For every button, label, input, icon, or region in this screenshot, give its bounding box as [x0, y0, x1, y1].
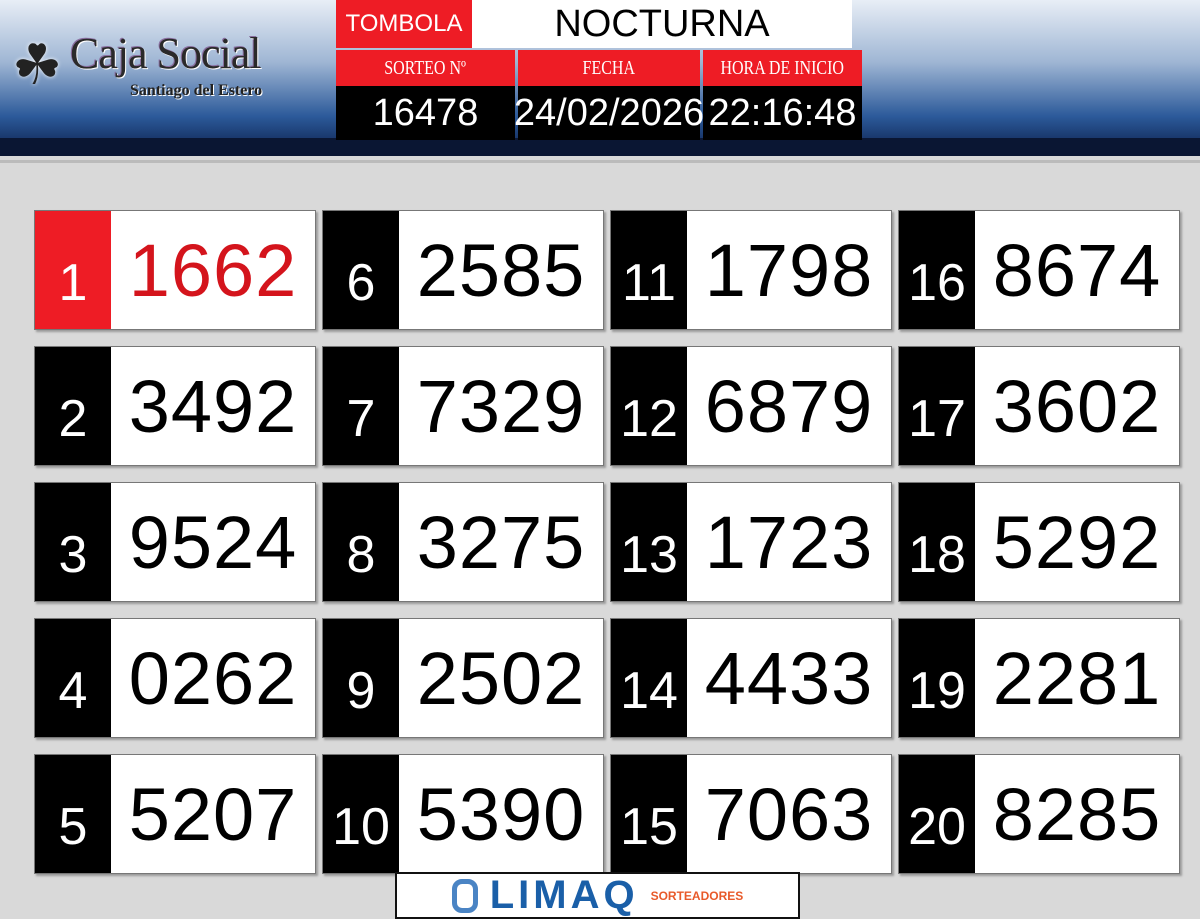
result-number: 1798 [687, 211, 891, 329]
result-cell: 1 1662 [34, 210, 316, 330]
result-cell: 4 0262 [34, 618, 316, 738]
result-cell: 6 2585 [322, 210, 604, 330]
result-position: 5 [35, 755, 111, 873]
result-number: 2502 [399, 619, 603, 737]
result-position: 10 [323, 755, 399, 873]
result-position: 3 [35, 483, 111, 601]
result-cell: 2 3492 [34, 346, 316, 466]
start-time-value: 22:16:48 [703, 86, 862, 140]
result-position: 16 [899, 211, 975, 329]
result-position: 14 [611, 619, 687, 737]
result-position: 20 [899, 755, 975, 873]
result-position: 15 [611, 755, 687, 873]
result-cell: 9 2502 [322, 618, 604, 738]
result-cell: 12 6879 [610, 346, 892, 466]
result-number: 3492 [111, 347, 315, 465]
result-number: 4433 [687, 619, 891, 737]
clover-icon: ☘ [12, 33, 63, 96]
result-cell: 20 8285 [898, 754, 1180, 874]
result-number: 8285 [975, 755, 1179, 873]
game-label: TOMBOLA [336, 0, 472, 48]
result-number: 1662 [111, 211, 315, 329]
result-cell: 18 5292 [898, 482, 1180, 602]
result-number: 2281 [975, 619, 1179, 737]
start-time-label: HORA DE INICIO [703, 50, 862, 86]
result-cell: 7 7329 [322, 346, 604, 466]
limaq-logo: LIMAQ SORTEADORES [395, 872, 800, 919]
result-number: 3602 [975, 347, 1179, 465]
result-cell: 17 3602 [898, 346, 1180, 466]
result-number: 9524 [111, 483, 315, 601]
result-position: 1 [35, 211, 111, 329]
footer-tagline: SORTEADORES [650, 888, 744, 903]
draw-number-label: SORTEO Nº [336, 50, 515, 86]
result-position: 18 [899, 483, 975, 601]
result-cell: 10 5390 [322, 754, 604, 874]
result-position: 12 [611, 347, 687, 465]
result-position: 6 [323, 211, 399, 329]
logo-subtitle: Santiago del Estero [130, 82, 263, 99]
result-number: 5207 [111, 755, 315, 873]
result-number: 0262 [111, 619, 315, 737]
result-cell: 19 2281 [898, 618, 1180, 738]
result-position: 8 [323, 483, 399, 601]
game-name: NOCTURNA [472, 0, 852, 48]
footer-brand: LIMAQ [489, 873, 639, 917]
date-label: FECHA [518, 50, 700, 86]
logo-name: Caja Social [70, 29, 262, 78]
result-position: 17 [899, 347, 975, 465]
result-number: 5292 [975, 483, 1179, 601]
result-cell: 11 1798 [610, 210, 892, 330]
result-cell: 14 4433 [610, 618, 892, 738]
result-number: 7063 [687, 755, 891, 873]
result-number: 8674 [975, 211, 1179, 329]
date-value: 24/02/2026 [514, 86, 704, 140]
result-number: 6879 [687, 347, 891, 465]
limaq-mark-icon [451, 878, 478, 913]
result-position: 4 [35, 619, 111, 737]
result-number: 1723 [687, 483, 891, 601]
result-position: 13 [611, 483, 687, 601]
result-cell: 15 7063 [610, 754, 892, 874]
result-position: 7 [323, 347, 399, 465]
result-number: 5390 [399, 755, 603, 873]
result-cell: 5 5207 [34, 754, 316, 874]
result-cell: 16 8674 [898, 210, 1180, 330]
header: ☘ Caja Social Santiago del Estero TOMBOL… [0, 0, 1200, 156]
result-position: 2 [35, 347, 111, 465]
result-cell: 3 9524 [34, 482, 316, 602]
result-position: 9 [323, 619, 399, 737]
draw-number-value: 16478 [336, 86, 515, 140]
result-position: 11 [611, 211, 687, 329]
result-number: 2585 [399, 211, 603, 329]
result-number: 7329 [399, 347, 603, 465]
header-band [0, 138, 1200, 156]
result-cell: 8 3275 [322, 482, 604, 602]
caja-social-logo: ☘ Caja Social Santiago del Estero [12, 28, 282, 118]
result-cell: 13 1723 [610, 482, 892, 602]
result-number: 3275 [399, 483, 603, 601]
result-position: 19 [899, 619, 975, 737]
